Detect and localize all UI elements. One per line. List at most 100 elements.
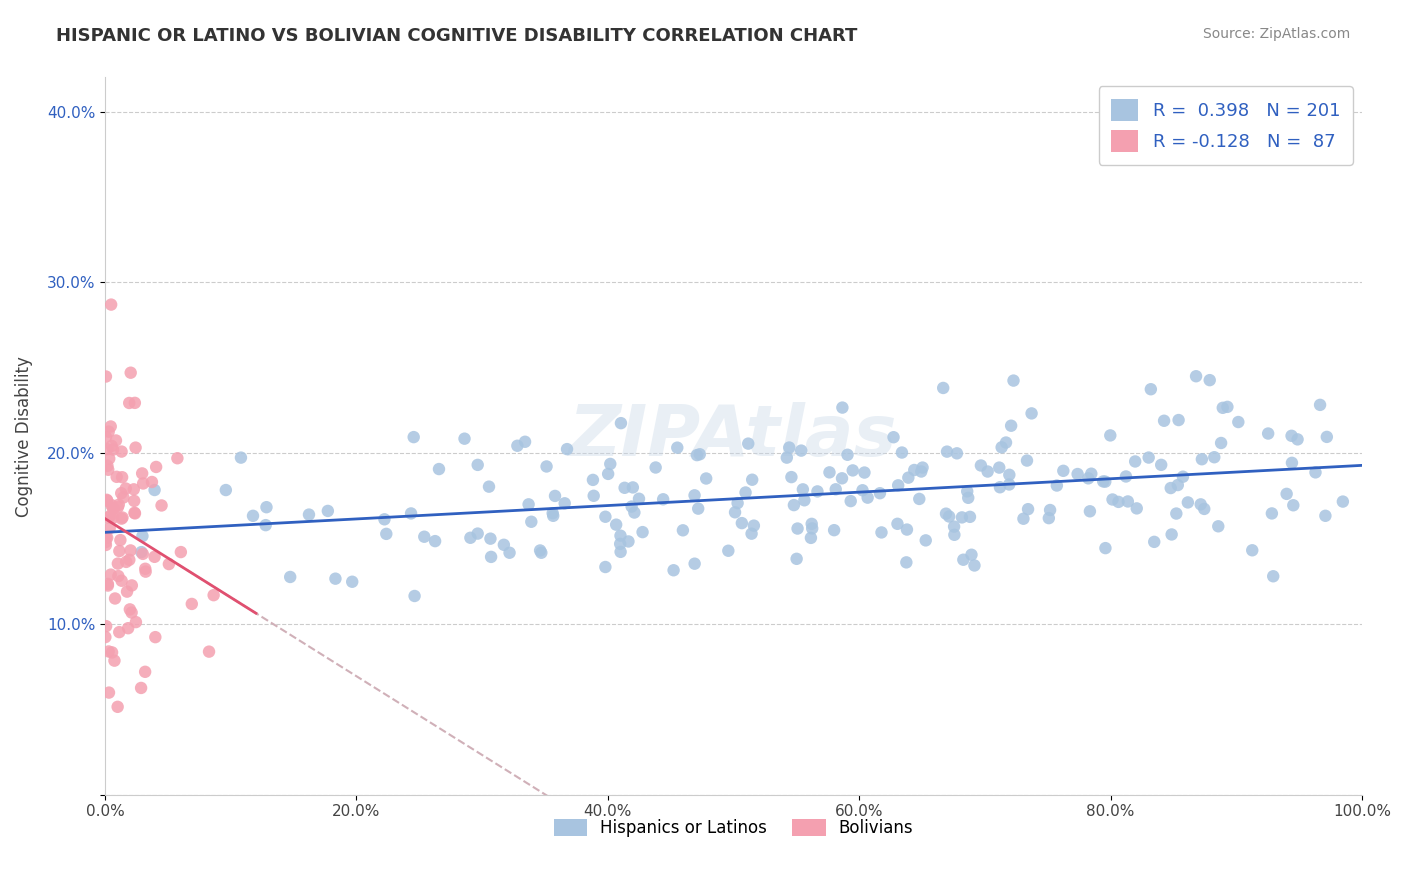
Point — [786, 551, 808, 566]
Point — [1078, 504, 1101, 518]
Point — [110, 444, 132, 458]
Point — [1206, 519, 1229, 533]
Point — [724, 505, 747, 519]
Point — [1066, 467, 1088, 481]
Point — [115, 584, 138, 599]
Point — [256, 500, 278, 515]
Point — [131, 467, 153, 481]
Point — [141, 475, 163, 489]
Point — [107, 557, 129, 571]
Point — [792, 483, 814, 497]
Point — [870, 525, 893, 540]
Point — [911, 460, 934, 475]
Point — [742, 518, 765, 533]
Point — [1305, 466, 1327, 480]
Point — [97, 644, 120, 658]
Point — [1261, 507, 1284, 521]
Point — [686, 448, 709, 462]
Point — [853, 466, 876, 480]
Point — [689, 447, 711, 461]
Point — [1099, 428, 1122, 442]
Point — [1209, 436, 1232, 450]
Point — [1275, 487, 1298, 501]
Point — [946, 446, 969, 460]
Point — [124, 441, 146, 455]
Point — [94, 531, 117, 545]
Point — [100, 498, 122, 512]
Point — [1160, 527, 1182, 541]
Point — [582, 473, 605, 487]
Point — [108, 544, 131, 558]
Point — [517, 497, 540, 511]
Point — [143, 483, 166, 497]
Point — [666, 441, 689, 455]
Point — [806, 484, 828, 499]
Point — [97, 510, 120, 524]
Point — [150, 499, 173, 513]
Point — [800, 516, 823, 531]
Point — [101, 442, 124, 457]
Point — [839, 494, 862, 508]
Point — [96, 458, 118, 473]
Point — [897, 470, 920, 484]
Point — [1116, 494, 1139, 508]
Point — [427, 462, 450, 476]
Point — [1115, 469, 1137, 483]
Point — [621, 480, 644, 494]
Point — [529, 543, 551, 558]
Point — [101, 501, 124, 516]
Point — [688, 501, 710, 516]
Point — [107, 569, 129, 583]
Point — [94, 369, 117, 384]
Point — [914, 533, 936, 548]
Point — [935, 507, 957, 521]
Point — [134, 562, 156, 576]
Point — [278, 570, 301, 584]
Point — [890, 445, 912, 459]
Point — [1094, 475, 1116, 489]
Point — [122, 483, 145, 497]
Point — [132, 547, 155, 561]
Point — [423, 534, 446, 549]
Point — [1077, 471, 1099, 485]
Point — [506, 439, 529, 453]
Point — [620, 500, 643, 514]
Point — [467, 458, 489, 472]
Point — [94, 430, 117, 444]
Point — [157, 557, 180, 571]
Point — [837, 448, 859, 462]
Point — [841, 463, 863, 477]
Point — [943, 519, 966, 533]
Point — [254, 518, 277, 533]
Point — [1286, 433, 1309, 447]
Point — [950, 510, 973, 524]
Point — [1216, 400, 1239, 414]
Point — [134, 665, 156, 679]
Point — [582, 489, 605, 503]
Point — [98, 685, 121, 699]
Point — [1108, 495, 1130, 509]
Point — [478, 480, 501, 494]
Point — [595, 560, 617, 574]
Point — [998, 477, 1021, 491]
Point — [1191, 452, 1213, 467]
Point — [851, 483, 873, 498]
Point — [1171, 469, 1194, 483]
Point — [375, 527, 398, 541]
Point — [118, 602, 141, 616]
Point — [530, 546, 553, 560]
Point — [1331, 494, 1354, 508]
Point — [976, 465, 998, 479]
Point — [943, 528, 966, 542]
Point — [520, 515, 543, 529]
Point — [111, 574, 134, 588]
Point — [121, 578, 143, 592]
Point — [1094, 541, 1116, 555]
Point — [786, 522, 808, 536]
Point — [170, 545, 193, 559]
Text: ZIPAtlas: ZIPAtlas — [569, 401, 898, 471]
Point — [101, 510, 124, 524]
Point — [479, 549, 502, 564]
Point — [110, 511, 132, 525]
Point — [883, 430, 905, 444]
